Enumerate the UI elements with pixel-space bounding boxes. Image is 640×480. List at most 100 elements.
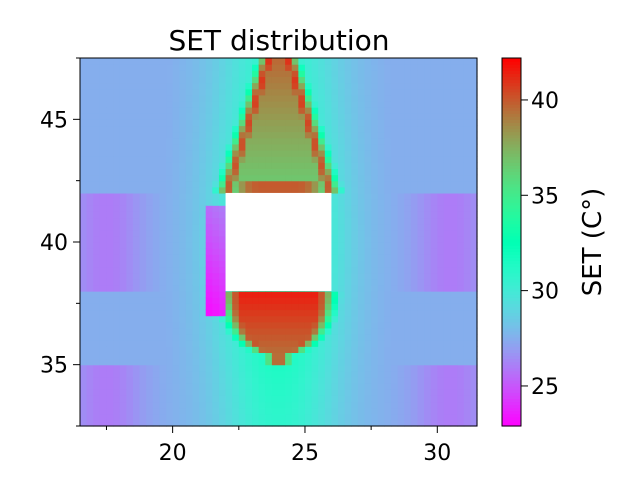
heatmap-cell <box>298 352 306 360</box>
heatmap-cell <box>80 376 88 384</box>
heatmap-cell <box>318 150 326 157</box>
heatmap-cell <box>252 107 260 114</box>
heatmap-cell <box>437 242 445 249</box>
heatmap-cell <box>410 137 419 145</box>
heatmap-cell <box>291 364 299 372</box>
heatmap-cell <box>384 278 392 286</box>
heatmap-cell <box>179 297 187 304</box>
heatmap-cell <box>159 352 167 360</box>
heatmap-cell <box>437 162 445 169</box>
heatmap-cell <box>291 358 299 366</box>
heatmap-cell <box>384 125 392 133</box>
heatmap-cell <box>437 94 445 102</box>
heatmap-cell <box>172 242 180 249</box>
heatmap-cell <box>357 58 366 65</box>
heatmap-cell <box>404 364 412 372</box>
heatmap-cell <box>463 272 471 280</box>
heatmap-cell <box>311 358 319 366</box>
heatmap-cell <box>410 58 419 65</box>
heatmap-cell <box>185 131 194 139</box>
heatmap-cell <box>324 327 333 335</box>
heatmap-cell <box>172 407 180 415</box>
heatmap-cell <box>265 156 273 163</box>
heatmap-cell <box>377 266 385 274</box>
heatmap-cell <box>232 358 240 366</box>
heatmap-cell <box>271 321 280 329</box>
heatmap-cell <box>146 407 154 415</box>
heatmap-cell <box>371 186 379 194</box>
heatmap-cell <box>238 401 247 409</box>
heatmap-cell <box>364 266 372 274</box>
heatmap-cell <box>113 64 121 71</box>
heatmap-cell <box>232 76 240 84</box>
heatmap-cell <box>146 125 154 133</box>
heatmap-cell <box>232 321 240 329</box>
heatmap-cell <box>437 315 445 323</box>
heatmap-cell <box>179 76 187 84</box>
heatmap-cell <box>443 113 452 120</box>
heatmap-cell <box>225 395 233 403</box>
heatmap-cell <box>93 192 101 200</box>
heatmap-cell <box>93 327 101 335</box>
heatmap-cell <box>99 395 108 403</box>
heatmap-cell <box>364 211 372 219</box>
heatmap-cell <box>205 125 213 133</box>
heatmap-cell <box>344 309 352 317</box>
heatmap-cell <box>192 235 200 243</box>
x-axis: 20 25 30 <box>105 426 451 466</box>
heatmap-cell <box>404 376 412 384</box>
heatmap-cell <box>205 413 213 421</box>
heatmap-cell <box>205 229 213 237</box>
heatmap-cell <box>271 413 280 421</box>
heatmap-cell <box>258 413 266 421</box>
heatmap-cell <box>390 94 399 102</box>
heatmap-cell <box>159 297 167 304</box>
colorbar-swatch <box>502 383 521 387</box>
heatmap-cell <box>291 309 299 317</box>
colorbar-swatch <box>502 116 521 120</box>
heatmap-cell <box>463 242 471 249</box>
heatmap-cell <box>457 70 465 77</box>
heatmap-cell <box>218 364 227 372</box>
heatmap-cell <box>338 266 346 274</box>
heatmap-cell <box>397 64 405 71</box>
heatmap-cell <box>404 58 412 65</box>
heatmap-cell <box>304 143 313 151</box>
heatmap-cell <box>463 143 471 151</box>
heatmap-cell <box>172 340 180 347</box>
heatmap-cell <box>311 419 319 427</box>
heatmap-cell <box>199 278 207 286</box>
heatmap-cell <box>139 186 147 194</box>
heatmap-cell <box>390 266 399 274</box>
heatmap-cell <box>463 401 471 409</box>
heatmap-cell <box>86 235 94 243</box>
heatmap-cell <box>450 143 458 151</box>
heatmap-cell <box>159 180 167 188</box>
heatmap-cell <box>404 358 412 366</box>
heatmap-cell <box>93 413 101 421</box>
heatmap-cell <box>106 346 114 353</box>
heatmap-cell <box>93 217 101 225</box>
heatmap-cell <box>126 64 134 71</box>
heatmap-cell <box>377 76 385 84</box>
heatmap-cell <box>212 352 220 360</box>
heatmap-cell <box>304 389 313 396</box>
heatmap-cell <box>430 297 438 304</box>
heatmap-cell <box>304 162 313 169</box>
heatmap-cell <box>371 291 379 298</box>
heatmap-cell <box>146 223 154 231</box>
heatmap-cell <box>410 334 419 341</box>
heatmap-cell <box>384 346 392 353</box>
heatmap-cell <box>106 401 114 409</box>
heatmap-cell <box>463 254 471 261</box>
heatmap-cell <box>106 64 114 71</box>
heatmap-cell <box>377 156 385 163</box>
heatmap-cell <box>212 58 220 65</box>
heatmap-cell <box>457 407 465 415</box>
heatmap-cell <box>357 150 366 157</box>
heatmap-cell <box>139 100 147 108</box>
heatmap-cell <box>291 113 299 120</box>
heatmap-cell <box>80 346 88 353</box>
heatmap-cell <box>331 297 339 304</box>
heatmap-cell <box>225 321 233 329</box>
